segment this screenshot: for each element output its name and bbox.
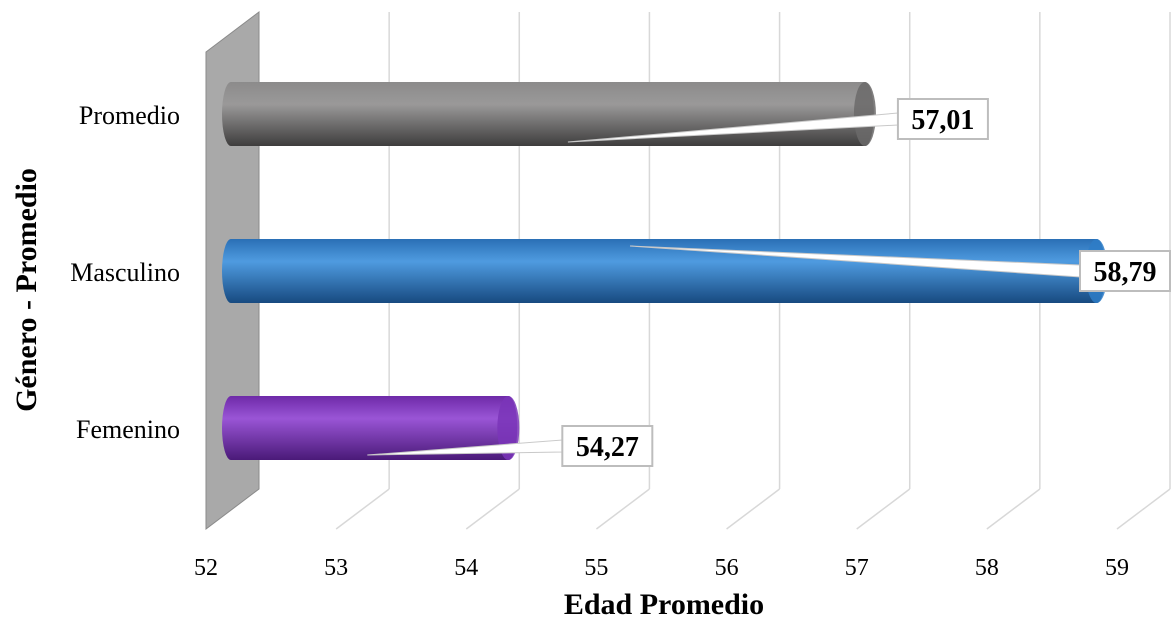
x-tick-label: 59: [1105, 555, 1129, 581]
gridline-floor: [335, 488, 390, 530]
bar-body: [222, 239, 1106, 303]
category-label: Femenino: [76, 415, 180, 444]
data-label-box: [1079, 250, 1171, 292]
x-axis-ticks: 52 53 54 55 56 57 58 59: [194, 555, 1129, 581]
category-label: Masculino: [70, 258, 180, 287]
data-label: 57,01: [911, 105, 974, 136]
data-label: 54,27: [576, 432, 639, 463]
gridline-floor: [1116, 488, 1171, 530]
x-tick-label: 53: [324, 555, 348, 581]
bar-promedio: [222, 82, 876, 146]
data-label: 58,79: [1094, 257, 1157, 288]
y-axis-title: Género - Promedio: [10, 168, 43, 412]
gridline-floor: [856, 488, 911, 530]
x-tick-label: 58: [975, 555, 999, 581]
data-label-leaders: [367, 112, 1081, 456]
gridline-floor: [465, 488, 520, 530]
gridline-floor: [595, 488, 650, 530]
gridline-floor: [986, 488, 1041, 530]
x-tick-label: 56: [715, 555, 739, 581]
data-label-box: [561, 425, 654, 467]
data-labels: 57,01 58,79 54,27: [561, 98, 1171, 467]
x-tick-label: 55: [584, 555, 608, 581]
bar-body: [222, 396, 518, 460]
category-labels: Promedio Masculino Femenino: [70, 101, 180, 444]
bar-end-cap: [853, 82, 876, 146]
x-tick-label: 57: [845, 555, 869, 581]
x-axis-title: Edad Promedio: [564, 588, 764, 621]
x-tick-label: 52: [194, 555, 218, 581]
category-label: Promedio: [79, 101, 180, 130]
gridline-floor: [726, 488, 781, 530]
x-tick-label: 54: [454, 555, 478, 581]
data-label-box: [896, 98, 989, 140]
bar-body: [222, 82, 874, 146]
